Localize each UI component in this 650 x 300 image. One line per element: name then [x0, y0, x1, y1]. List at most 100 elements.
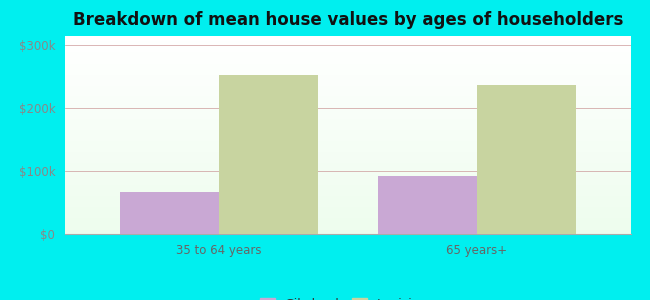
- Bar: [65, 40, 630, 41]
- Bar: [65, 69, 630, 70]
- Bar: [65, 195, 630, 196]
- Bar: [65, 228, 630, 229]
- Bar: [219, 75, 318, 234]
- Bar: [65, 222, 630, 223]
- Bar: [65, 94, 630, 95]
- Bar: [65, 212, 630, 213]
- Bar: [65, 154, 630, 155]
- Bar: [65, 114, 630, 115]
- Bar: [65, 191, 630, 192]
- Bar: [65, 57, 630, 58]
- Bar: [65, 110, 630, 111]
- Bar: [65, 148, 630, 149]
- Bar: [65, 51, 630, 52]
- Bar: [65, 82, 630, 83]
- Bar: [65, 188, 630, 190]
- Bar: [65, 96, 630, 98]
- Bar: [65, 44, 630, 45]
- Bar: [65, 99, 630, 100]
- Bar: [65, 202, 630, 203]
- Bar: [65, 155, 630, 156]
- Bar: [65, 161, 630, 162]
- Bar: [65, 88, 630, 89]
- Bar: [65, 216, 630, 217]
- Bar: [65, 68, 630, 69]
- Bar: [65, 184, 630, 185]
- Bar: [65, 145, 630, 146]
- Bar: [65, 204, 630, 205]
- Bar: [65, 73, 630, 74]
- Bar: [65, 203, 630, 204]
- Bar: [65, 76, 630, 78]
- Bar: [65, 213, 630, 214]
- Bar: [65, 50, 630, 51]
- Bar: [65, 118, 630, 119]
- Bar: [65, 217, 630, 218]
- Bar: [65, 131, 630, 132]
- Bar: [65, 43, 630, 44]
- Bar: [65, 205, 630, 206]
- Bar: [65, 62, 630, 63]
- Bar: [65, 71, 630, 72]
- Bar: [65, 187, 630, 188]
- Bar: [65, 196, 630, 197]
- Legend: Gibsland, Louisiana: Gibsland, Louisiana: [259, 298, 436, 300]
- Bar: [65, 115, 630, 116]
- Bar: [65, 70, 630, 71]
- Bar: [65, 149, 630, 150]
- Bar: [65, 79, 630, 80]
- Bar: [65, 208, 630, 209]
- Bar: [65, 133, 630, 134]
- Bar: [65, 168, 630, 169]
- Bar: [65, 109, 630, 110]
- Bar: [65, 165, 630, 166]
- Bar: [65, 41, 630, 42]
- Bar: [65, 231, 630, 232]
- Bar: [65, 85, 630, 86]
- Bar: [65, 121, 630, 122]
- Bar: [65, 95, 630, 96]
- Bar: [65, 185, 630, 187]
- Bar: [65, 159, 630, 160]
- Bar: [65, 223, 630, 224]
- Bar: [65, 169, 630, 170]
- Bar: [65, 226, 630, 227]
- Bar: [65, 54, 630, 55]
- Bar: [65, 147, 630, 148]
- Bar: [65, 192, 630, 194]
- Bar: [65, 176, 630, 177]
- Bar: [65, 171, 630, 172]
- Bar: [65, 100, 630, 101]
- Bar: [65, 53, 630, 54]
- Title: Breakdown of mean house values by ages of householders: Breakdown of mean house values by ages o…: [73, 11, 623, 29]
- Bar: [65, 211, 630, 212]
- Bar: [65, 181, 630, 182]
- Bar: [65, 175, 630, 176]
- Bar: [65, 108, 630, 109]
- Bar: [65, 56, 630, 57]
- Bar: [65, 194, 630, 195]
- Bar: [65, 182, 630, 184]
- Bar: [65, 49, 630, 50]
- Bar: [65, 128, 630, 129]
- Bar: [65, 232, 630, 233]
- Bar: [65, 59, 630, 60]
- Bar: [65, 136, 630, 137]
- Bar: [65, 82, 630, 83]
- Bar: [65, 178, 630, 179]
- Bar: [65, 230, 630, 231]
- Bar: [65, 156, 630, 157]
- Bar: [65, 103, 630, 104]
- Bar: [65, 60, 630, 61]
- Bar: [65, 138, 630, 139]
- Bar: [65, 67, 630, 68]
- Bar: [65, 74, 630, 75]
- Bar: [65, 113, 630, 114]
- Bar: [65, 55, 630, 56]
- Bar: [65, 224, 630, 225]
- Bar: [65, 220, 630, 221]
- Bar: [65, 134, 630, 135]
- Bar: [65, 111, 630, 112]
- Bar: [65, 227, 630, 228]
- Bar: [65, 207, 630, 208]
